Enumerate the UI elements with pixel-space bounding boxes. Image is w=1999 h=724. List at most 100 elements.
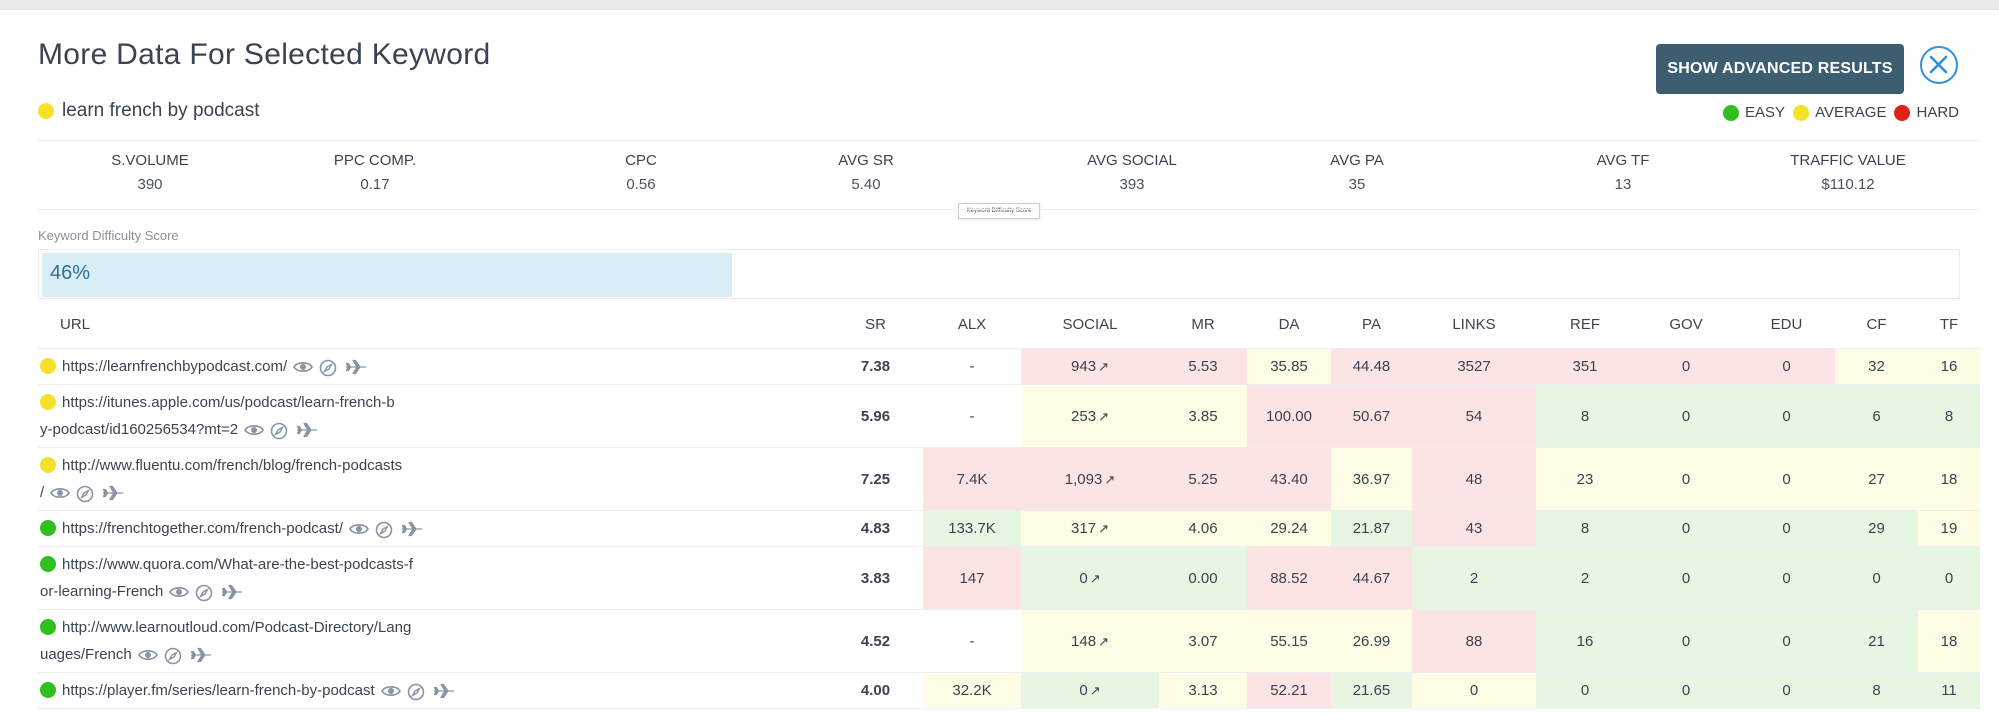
plane-icon[interactable] — [401, 521, 422, 537]
sr-cell: 4.52 — [828, 609, 923, 673]
mr-value: 4.06 — [1188, 520, 1218, 537]
difficulty-dot-icon — [40, 682, 56, 699]
da-cell: 88.52 — [1247, 546, 1331, 610]
column-header-ref[interactable]: REF — [1536, 301, 1634, 349]
url-link[interactable]: https://learnfrenchbypodcast.com/ — [62, 358, 288, 375]
cf-cell: 21 — [1835, 609, 1918, 673]
gov-value: 0 — [1681, 520, 1691, 537]
plane-icon[interactable] — [102, 485, 124, 501]
links-cell: 0 — [1412, 672, 1536, 709]
column-header-cf[interactable]: CF — [1835, 301, 1918, 349]
da-value: 29.24 — [1270, 520, 1308, 537]
compass-icon[interactable] — [195, 584, 215, 602]
cf-value: 29 — [1868, 520, 1885, 537]
plane-icon[interactable] — [296, 422, 318, 438]
stat-value: 13 — [1614, 176, 1632, 193]
column-header-alx[interactable]: ALX — [923, 301, 1021, 349]
cf-cell: 27 — [1835, 447, 1918, 511]
cf-cell: 32 — [1835, 348, 1918, 385]
modal-title: More Data For Selected Keyword — [38, 38, 491, 71]
keyword-text: learn french by podcast — [62, 100, 260, 121]
compass-icon[interactable] — [270, 422, 290, 440]
links-cell: 48 — [1412, 447, 1536, 511]
plane-icon[interactable] — [190, 647, 211, 663]
column-header-social[interactable]: SOCIAL — [1021, 301, 1159, 349]
url-link[interactable]: https://player.fm/series/learn-french-by… — [62, 682, 375, 699]
difficulty-dot-icon — [40, 394, 56, 411]
ref-cell: 16 — [1536, 609, 1634, 673]
difficulty-dot-icon — [40, 520, 56, 537]
url-cell: http://www.fluentu.com/french/blog/frenc… — [38, 447, 828, 511]
eye-icon[interactable] — [349, 521, 369, 537]
column-header-gov[interactable]: GOV — [1634, 301, 1738, 349]
da-cell: 55.15 — [1247, 609, 1331, 673]
da-value: 35.85 — [1270, 358, 1308, 375]
url-link[interactable]: https://frenchtogether.com/french-podcas… — [62, 520, 343, 537]
social-value: 0 — [1079, 682, 1088, 699]
external-link-icon[interactable]: ↗ — [1098, 521, 1109, 536]
eye-icon[interactable] — [380, 683, 401, 699]
url-link[interactable]: or-learning-French — [40, 583, 164, 600]
da-value: 100.00 — [1266, 407, 1312, 425]
external-link-icon[interactable]: ↗ — [1098, 359, 1109, 374]
column-header-url[interactable]: URL — [38, 301, 828, 349]
plane-icon[interactable] — [221, 584, 243, 600]
links-value: 48 — [1465, 470, 1483, 488]
url-cell: https://www.quora.com/What-are-the-best-… — [38, 546, 828, 610]
cf-cell: 0 — [1835, 546, 1918, 610]
eye-icon[interactable] — [137, 647, 158, 663]
external-link-icon[interactable]: ↗ — [1098, 408, 1109, 424]
url-link[interactable]: https://www.quora.com/What-are-the-best-… — [62, 556, 413, 573]
eye-icon[interactable] — [50, 485, 71, 501]
table-row: http://www.fluentu.com/french/blog/frenc… — [38, 447, 1980, 511]
da-value: 43.40 — [1270, 470, 1308, 488]
close-icon[interactable] — [1920, 46, 1958, 84]
compass-icon[interactable] — [375, 521, 395, 539]
plane-icon[interactable] — [433, 683, 454, 699]
compass-icon[interactable] — [407, 683, 427, 701]
column-header-edu[interactable]: EDU — [1738, 301, 1835, 349]
url-link[interactable]: / — [40, 484, 45, 501]
eye-icon[interactable] — [293, 359, 314, 375]
show-advanced-results-button[interactable]: SHOW ADVANCED RESULTS — [1656, 44, 1904, 94]
url-link[interactable]: uages/French — [40, 646, 132, 663]
plane-icon[interactable] — [345, 359, 367, 375]
edu-value: 0 — [1782, 632, 1791, 650]
ref-cell: 0 — [1536, 672, 1634, 709]
url-link[interactable]: https://itunes.apple.com/us/podcast/lear… — [62, 394, 395, 411]
ref-value: 16 — [1576, 632, 1594, 650]
url-link[interactable]: y-podcast/id160256534?mt=2 — [40, 421, 239, 438]
external-link-icon[interactable]: ↗ — [1089, 683, 1101, 698]
edu-value: 0 — [1782, 569, 1791, 587]
social-cell: 0 ↗ — [1021, 672, 1159, 709]
alx-value: 133.7K — [948, 520, 996, 537]
column-header-mr[interactable]: MR — [1159, 301, 1247, 349]
external-link-icon[interactable]: ↗ — [1098, 633, 1109, 649]
column-header-da[interactable]: DA — [1247, 301, 1331, 349]
compass-icon[interactable] — [76, 485, 96, 503]
column-header-links[interactable]: LINKS — [1412, 301, 1536, 349]
da-cell: 29.24 — [1247, 510, 1331, 547]
external-link-icon[interactable]: ↗ — [1089, 570, 1101, 586]
difficulty-legend: EASY AVERAGE HARD — [1715, 104, 1959, 121]
kds-label: Keyword Difficulty Score — [38, 228, 179, 243]
compass-icon[interactable] — [164, 647, 184, 665]
stat-label: S.VOLUME — [111, 152, 189, 169]
column-header-tf[interactable]: TF — [1918, 301, 1980, 349]
compass-icon[interactable] — [319, 359, 339, 377]
url-cell: https://itunes.apple.com/us/podcast/lear… — [38, 384, 828, 448]
eye-icon[interactable] — [169, 584, 190, 600]
column-header-sr[interactable]: SR — [828, 301, 923, 349]
external-link-icon[interactable]: ↗ — [1104, 471, 1116, 487]
links-cell: 43 — [1412, 510, 1536, 547]
social-value: 253 — [1071, 407, 1097, 425]
difficulty-dot-icon — [40, 358, 56, 375]
url-link[interactable]: http://www.fluentu.com/french/blog/frenc… — [62, 457, 403, 474]
url-link[interactable]: http://www.learnoutloud.com/Podcast-Dire… — [62, 619, 412, 636]
ref-cell: 8 — [1536, 510, 1634, 547]
alx-cell: - — [923, 348, 1021, 385]
da-value: 88.52 — [1270, 569, 1308, 587]
eye-icon[interactable] — [244, 422, 265, 438]
column-header-pa[interactable]: PA — [1331, 301, 1412, 349]
stat-traffic-value: TRAFFIC VALUE $110.12 — [1748, 152, 1948, 193]
